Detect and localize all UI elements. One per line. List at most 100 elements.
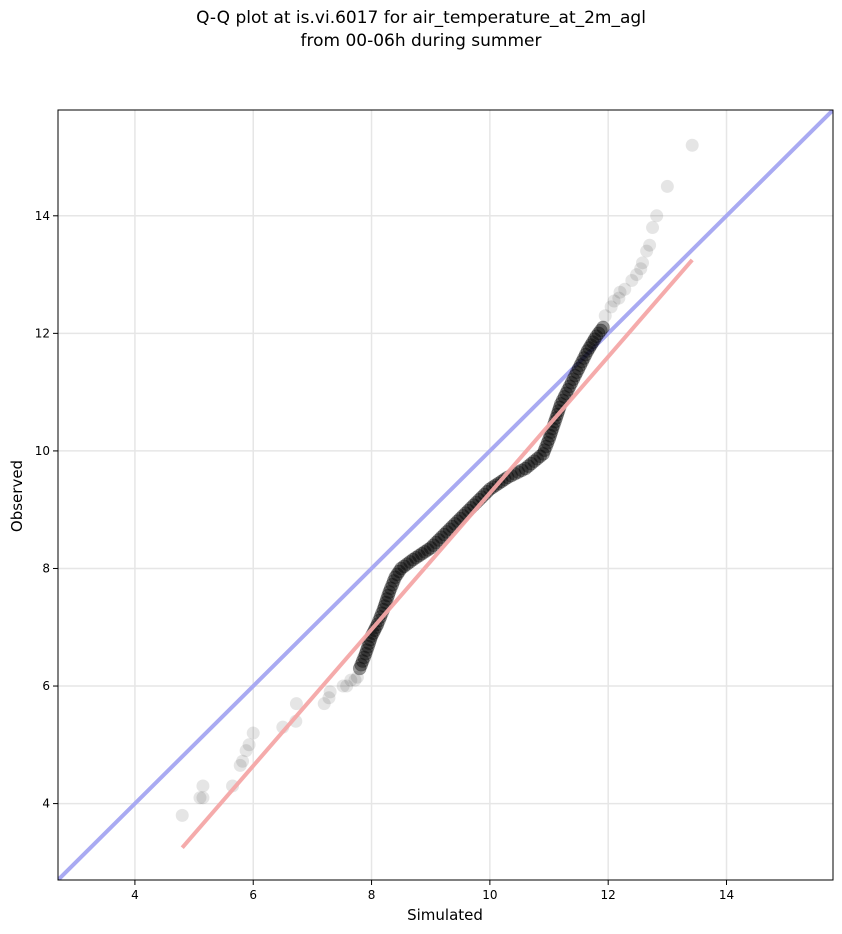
data-point-tail xyxy=(612,291,626,305)
data-point xyxy=(423,541,438,555)
data-point-tail xyxy=(236,754,250,768)
y-tick-label: 12 xyxy=(35,326,50,340)
data-point xyxy=(361,639,375,654)
data-point xyxy=(354,657,368,672)
fit-line xyxy=(180,258,694,849)
data-point-tail xyxy=(322,691,336,705)
data-point xyxy=(542,432,556,446)
data-point xyxy=(577,351,591,365)
data-point xyxy=(584,338,598,352)
data-point-tail xyxy=(613,285,627,299)
data-point xyxy=(536,447,550,461)
data-point-tail xyxy=(598,309,612,323)
data-point xyxy=(566,372,581,387)
data-point xyxy=(568,368,582,383)
x-tick-label: 8 xyxy=(368,888,376,902)
data-point xyxy=(381,588,395,603)
data-point-tail xyxy=(350,670,364,684)
data-point xyxy=(392,564,406,579)
data-point xyxy=(355,654,370,668)
data-point xyxy=(382,585,397,599)
data-point xyxy=(386,574,401,588)
data-point xyxy=(571,361,586,376)
data-point xyxy=(530,451,544,466)
data-point xyxy=(559,386,573,401)
chart-title: Q-Q plot at is.vi.6017 for air_temperatu… xyxy=(196,8,646,28)
data-point-tail xyxy=(242,738,256,752)
data-point xyxy=(539,439,553,454)
data-point-tail xyxy=(646,221,660,235)
data-point-tail xyxy=(317,697,331,711)
data-point xyxy=(570,365,584,379)
data-point xyxy=(573,358,588,372)
data-point xyxy=(564,375,579,390)
data-point xyxy=(586,335,600,349)
x-tick-label: 6 xyxy=(249,888,257,902)
data-point xyxy=(543,428,558,443)
data-point xyxy=(360,643,374,657)
data-point xyxy=(440,525,454,539)
data-point xyxy=(394,561,408,576)
x-tick-label: 12 xyxy=(601,888,616,902)
y-tick-label: 10 xyxy=(35,444,50,458)
data-point xyxy=(518,461,533,476)
data-point xyxy=(390,567,404,582)
data-point xyxy=(400,557,414,571)
data-point-tail xyxy=(340,679,354,693)
identity-line xyxy=(58,110,833,880)
data-point xyxy=(420,543,435,557)
data-point xyxy=(578,347,593,362)
data-point xyxy=(362,636,376,650)
data-point-tail xyxy=(630,268,644,282)
data-point xyxy=(406,552,420,567)
data-point-tail xyxy=(196,791,210,805)
data-point xyxy=(437,527,451,542)
data-point-tail xyxy=(650,209,664,223)
data-point-tail xyxy=(348,673,362,687)
data-point-tail xyxy=(344,673,358,687)
data-point xyxy=(431,533,446,547)
data-point xyxy=(587,332,602,347)
data-point xyxy=(511,465,526,479)
data-point-tail xyxy=(226,779,240,793)
data-point xyxy=(434,530,449,545)
data-point xyxy=(397,559,411,574)
data-point xyxy=(524,456,539,471)
data-point-tail xyxy=(323,685,337,699)
data-point xyxy=(593,323,608,338)
data-point xyxy=(357,650,371,665)
data-point xyxy=(415,546,429,561)
data-point-tail xyxy=(636,256,650,270)
data-point xyxy=(388,570,403,585)
data-point-tail xyxy=(175,808,189,822)
data-point xyxy=(537,443,552,457)
plot-frame xyxy=(57,109,834,881)
data-point xyxy=(561,382,575,397)
data-point xyxy=(575,354,589,369)
data-point xyxy=(540,436,555,450)
data-point-tail xyxy=(634,262,648,276)
data-point xyxy=(385,577,400,592)
data-point xyxy=(383,581,398,596)
data-point xyxy=(426,538,441,553)
data-point xyxy=(582,341,597,355)
data-point-tail xyxy=(246,726,260,740)
data-point-tail xyxy=(336,679,350,693)
data-point xyxy=(533,449,547,464)
data-point-tail xyxy=(640,244,654,258)
y-tick-label: 6 xyxy=(42,679,50,693)
x-tick-label: 4 xyxy=(131,888,139,902)
x-tick-label: 14 xyxy=(719,888,734,902)
data-point-tail xyxy=(239,744,253,758)
data-point xyxy=(417,545,432,559)
data-point xyxy=(380,592,394,606)
data-point-tail xyxy=(660,179,674,193)
data-point xyxy=(403,555,417,569)
data-point xyxy=(429,535,443,550)
x-axis-label: Simulated xyxy=(407,906,483,924)
chart-subtitle: from 00-06h during summer xyxy=(300,31,542,51)
data-point-tail xyxy=(289,697,303,711)
data-point xyxy=(591,326,606,341)
y-tick-label: 8 xyxy=(42,561,50,575)
